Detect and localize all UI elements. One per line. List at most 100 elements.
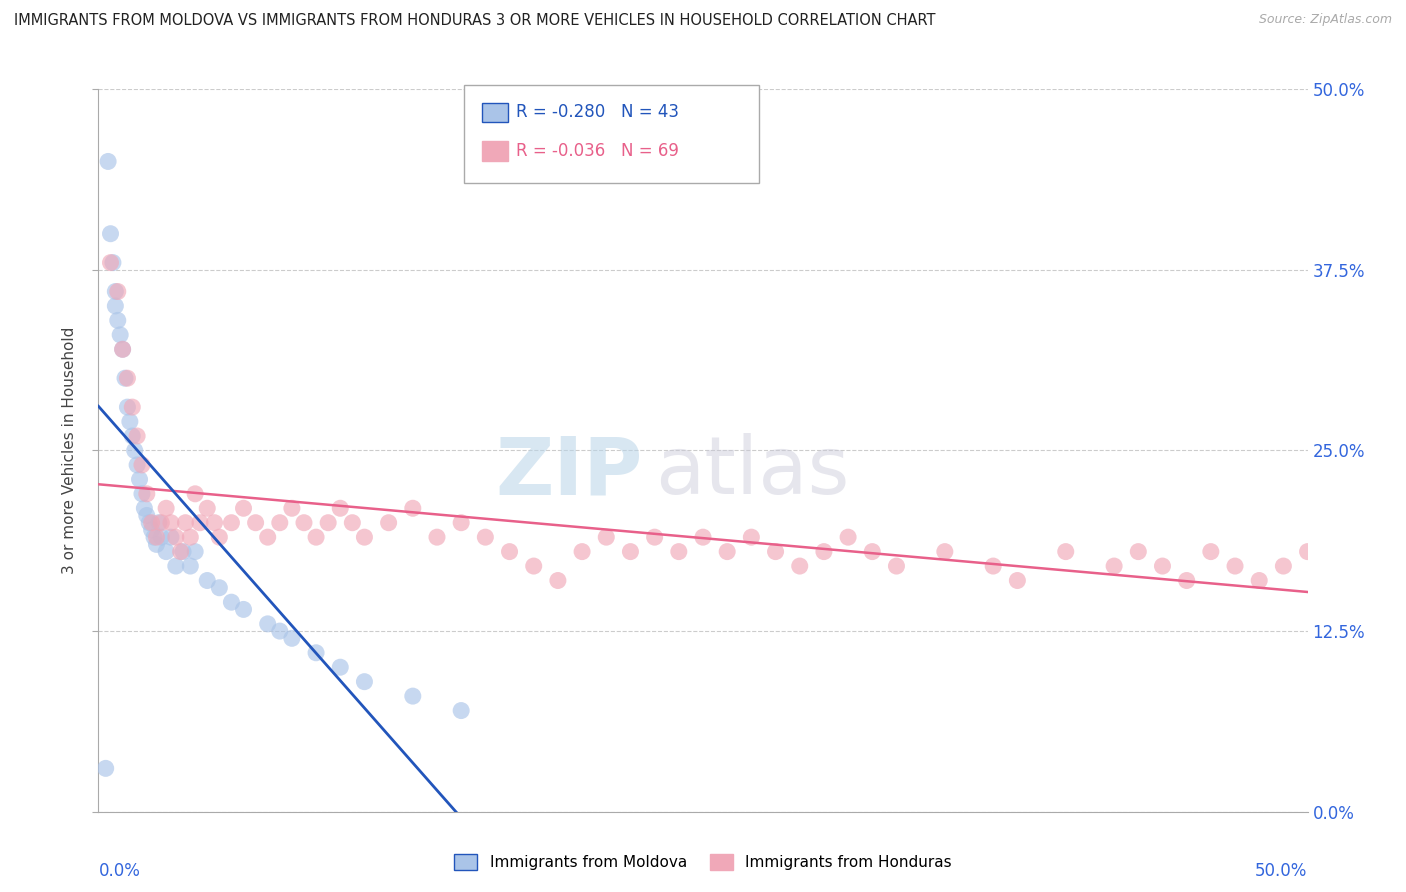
Point <box>128 472 150 486</box>
Point <box>1128 544 1150 558</box>
Point <box>426 530 449 544</box>
Point <box>195 501 218 516</box>
Point <box>188 516 211 530</box>
Point <box>184 487 207 501</box>
Point <box>208 530 231 544</box>
Point <box>221 595 243 609</box>
Point <box>107 313 129 327</box>
Point <box>1199 544 1222 558</box>
Point <box>169 544 191 558</box>
Point <box>104 299 127 313</box>
Point <box>1007 574 1029 588</box>
Text: Source: ZipAtlas.com: Source: ZipAtlas.com <box>1258 13 1392 27</box>
Point <box>172 544 194 558</box>
Point <box>145 530 167 544</box>
Point <box>256 530 278 544</box>
Point <box>100 255 122 269</box>
Point <box>117 400 139 414</box>
Point <box>281 632 304 646</box>
Point <box>813 544 835 558</box>
Point <box>353 530 375 544</box>
Point <box>111 343 134 357</box>
Point <box>329 501 352 516</box>
Point <box>179 530 201 544</box>
Text: R = -0.036   N = 69: R = -0.036 N = 69 <box>516 142 679 160</box>
Point <box>141 523 163 537</box>
Point <box>498 544 520 558</box>
Point <box>114 371 136 385</box>
Point <box>150 530 173 544</box>
Point <box>104 285 127 299</box>
Point <box>232 501 254 516</box>
Point <box>121 429 143 443</box>
Point <box>450 516 472 530</box>
Point <box>474 530 496 544</box>
Point <box>138 516 160 530</box>
Point <box>1296 544 1319 558</box>
Point <box>121 400 143 414</box>
Point <box>450 704 472 718</box>
Point <box>245 516 267 530</box>
Point <box>232 602 254 616</box>
Point <box>765 544 787 558</box>
Point <box>256 616 278 631</box>
Point <box>150 516 173 530</box>
Point <box>860 544 883 558</box>
Point <box>97 154 120 169</box>
Point <box>135 487 157 501</box>
Point <box>789 559 811 574</box>
Point <box>547 574 569 588</box>
Point <box>148 516 170 530</box>
Point <box>644 530 666 544</box>
Point <box>1054 544 1077 558</box>
Point <box>281 501 304 516</box>
Point <box>342 516 364 530</box>
Point <box>981 559 1004 574</box>
Point <box>184 544 207 558</box>
Point <box>117 371 139 385</box>
Point <box>131 487 153 501</box>
Point <box>111 343 134 357</box>
Point <box>377 516 399 530</box>
Point <box>571 544 593 558</box>
Point <box>195 574 218 588</box>
Point <box>145 537 167 551</box>
Point <box>160 516 183 530</box>
Point <box>221 516 243 530</box>
Text: IMMIGRANTS FROM MOLDOVA VS IMMIGRANTS FROM HONDURAS 3 OR MORE VEHICLES IN HOUSEH: IMMIGRANTS FROM MOLDOVA VS IMMIGRANTS FR… <box>14 13 935 29</box>
Point <box>108 327 131 342</box>
Point <box>131 458 153 472</box>
Legend: Immigrants from Moldova, Immigrants from Honduras: Immigrants from Moldova, Immigrants from… <box>449 848 957 876</box>
Y-axis label: 3 or more Vehicles in Household: 3 or more Vehicles in Household <box>62 326 77 574</box>
Point <box>305 530 328 544</box>
Point <box>402 689 425 703</box>
Point <box>305 646 328 660</box>
Point <box>523 559 546 574</box>
Point <box>174 516 197 530</box>
Point <box>740 530 762 544</box>
Point <box>316 516 339 530</box>
Point <box>134 501 156 516</box>
Point <box>124 443 146 458</box>
Point <box>1175 574 1198 588</box>
Point <box>692 530 714 544</box>
Point <box>668 544 690 558</box>
Point <box>402 501 425 516</box>
Point <box>269 624 291 639</box>
Point <box>155 501 177 516</box>
Point <box>127 429 149 443</box>
Point <box>160 530 183 544</box>
Point <box>143 530 166 544</box>
Text: 0.0%: 0.0% <box>98 863 141 880</box>
Point <box>208 581 231 595</box>
Point <box>1272 559 1295 574</box>
Point <box>353 674 375 689</box>
Point <box>1249 574 1271 588</box>
Point <box>135 508 157 523</box>
Point <box>595 530 617 544</box>
Point <box>118 415 141 429</box>
Point <box>716 544 738 558</box>
Point <box>204 516 226 530</box>
Point <box>179 559 201 574</box>
Point <box>165 559 187 574</box>
